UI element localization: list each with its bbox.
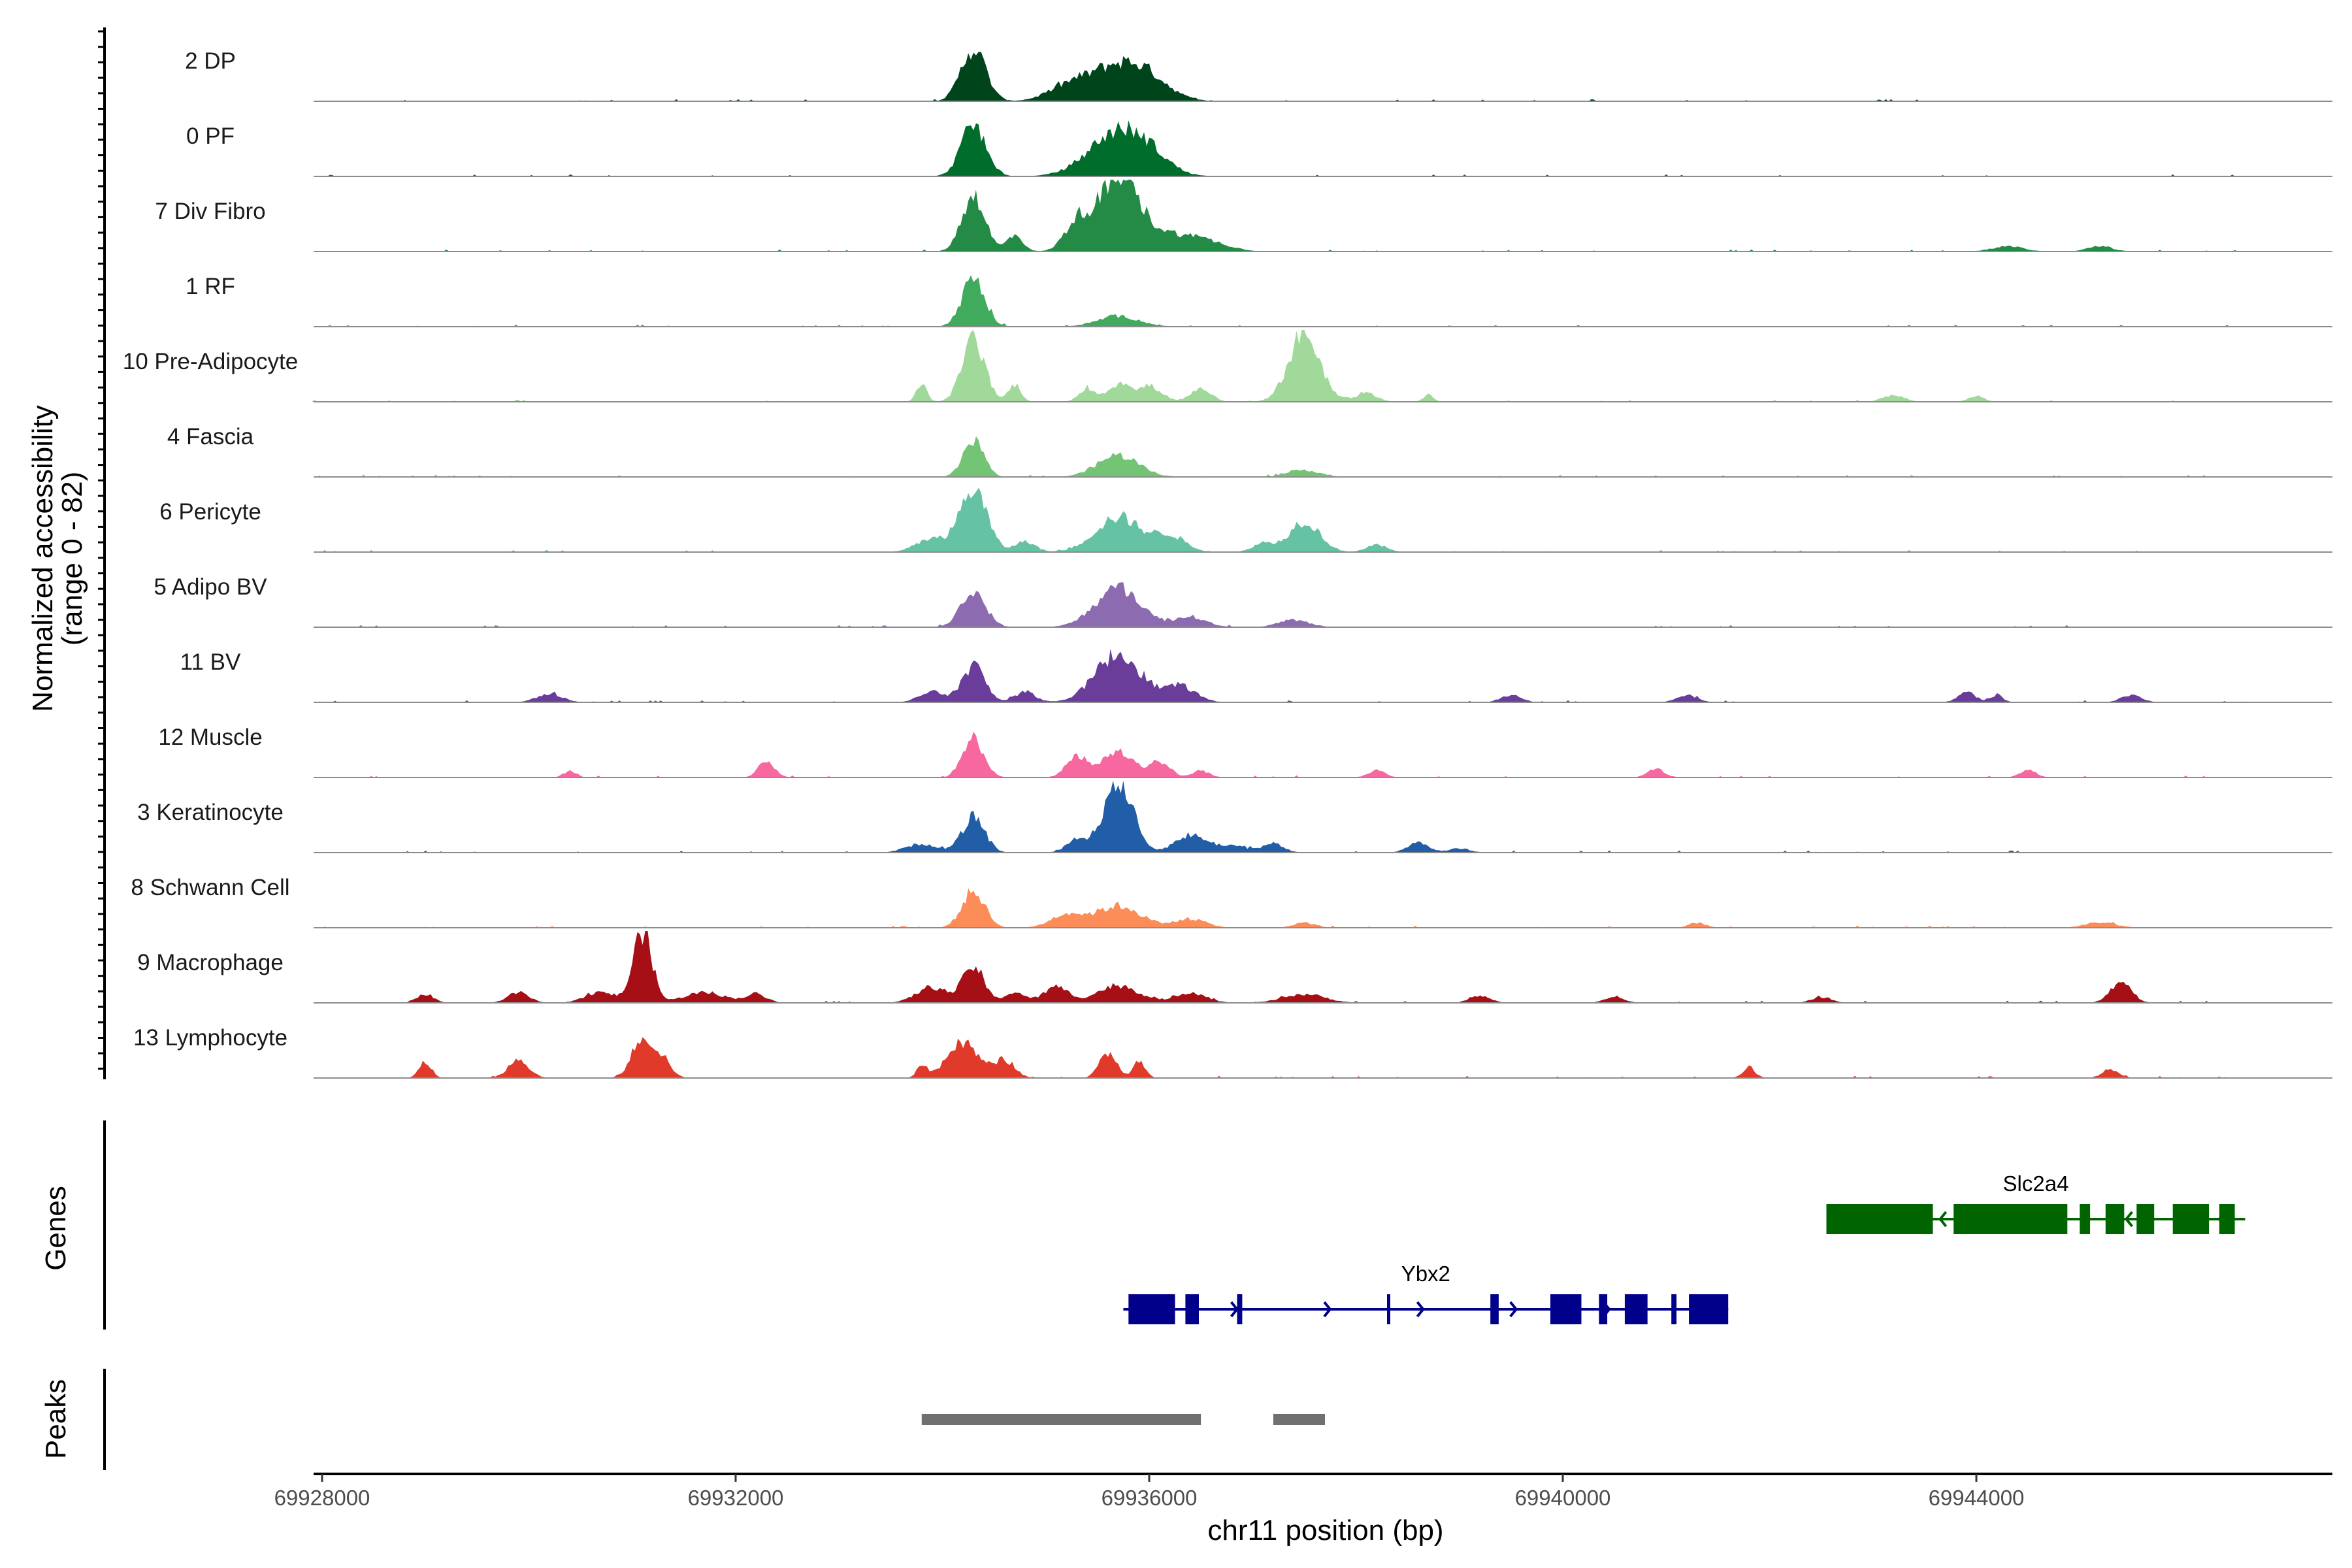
track-label: 9 Macrophage	[137, 950, 284, 975]
coverage-track: 6 Pericyte	[159, 487, 2332, 553]
x-tick-label: 69932000	[688, 1486, 784, 1510]
gene-exon	[1387, 1294, 1390, 1324]
coverage-track: 1 RF	[186, 274, 2332, 327]
gene-exon	[1550, 1294, 1582, 1324]
gene-exon	[2080, 1204, 2091, 1234]
coverage-area	[312, 275, 2246, 327]
gene-exon	[1826, 1204, 1933, 1234]
coverage-track: 3 Keratinocyte	[137, 781, 2332, 853]
gene-exon	[1599, 1294, 1608, 1324]
y-axis-title: Normalized accessibility (range 0 - 82)	[27, 405, 88, 711]
coverage-y-axis	[98, 27, 106, 1079]
coverage-area	[312, 120, 2246, 176]
gene-model: Ybx2	[1123, 1262, 1729, 1324]
strand-arrow	[1416, 1301, 1425, 1318]
coverage-track: 10 Pre-Adipocyte	[123, 330, 2332, 402]
strand-arrow	[1938, 1211, 1948, 1228]
coverage-track: 11 BV	[180, 649, 2332, 703]
peaks-panel-title: Peaks	[40, 1379, 72, 1459]
track-label: 11 BV	[180, 649, 241, 675]
gene-exon	[1671, 1294, 1677, 1324]
gene-exon	[1490, 1294, 1499, 1324]
y-axis-title-line2: (range 0 - 82)	[56, 472, 88, 646]
gene-model: Slc2a4	[1826, 1171, 2246, 1234]
gene-exon	[1128, 1294, 1175, 1324]
gene-exon	[1624, 1294, 1648, 1324]
track-label: 0 PF	[186, 123, 235, 149]
peaks-panel: Peaks	[40, 1369, 1325, 1470]
track-label: 13 Lymphocyte	[133, 1025, 287, 1051]
gene-exon	[2219, 1204, 2235, 1234]
coverage-track: 5 Adipo BV	[154, 574, 2332, 628]
gene-exon	[2136, 1204, 2155, 1234]
track-label: 3 Keratinocyte	[137, 800, 284, 825]
track-label: 1 RF	[186, 274, 235, 299]
x-tick-label: 69944000	[1929, 1486, 2025, 1510]
coverage-track: 7 Div Fibro	[155, 180, 2332, 252]
strand-arrow	[1509, 1301, 1518, 1318]
coverage-area	[312, 888, 2246, 928]
y-axis-title-line1: Normalized accessibility	[27, 405, 59, 711]
coverage-area	[312, 781, 2246, 853]
coverage-track: 2 DP	[185, 48, 2332, 102]
coverage-area	[312, 649, 2246, 702]
gene-exon	[2172, 1204, 2210, 1234]
x-axis: 69928000 69932000 69936000 69940000 69944000…	[274, 1473, 2332, 1546]
coverage-area	[312, 582, 2246, 627]
coverage-track: 13 Lymphocyte	[133, 1025, 2332, 1079]
track-label: 12 Muscle	[158, 725, 263, 750]
coverage-track: 12 Muscle	[158, 725, 2332, 778]
coverage-track: 8 Schwann Cell	[131, 875, 2332, 928]
gene-exon	[1237, 1294, 1243, 1324]
coverage-track: 0 PF	[186, 120, 2332, 177]
strand-arrow	[1323, 1301, 1332, 1318]
track-label: 5 Adipo BV	[154, 574, 267, 600]
peak-region-bar	[921, 1414, 1201, 1425]
gene-exon	[1185, 1294, 1199, 1324]
coverage-area	[312, 436, 2246, 477]
genes-panel: Genes Slc2a4 Ybx2	[40, 1120, 2246, 1330]
track-label: 4 Fascia	[167, 424, 254, 449]
gene-exon	[1689, 1294, 1729, 1324]
coverage-area	[312, 180, 2246, 252]
x-tick-label: 69928000	[274, 1486, 370, 1510]
coverage-area	[312, 731, 2246, 777]
track-label: 6 Pericyte	[159, 499, 261, 525]
gene-exon	[1953, 1204, 2068, 1234]
coverage-area	[312, 1037, 2246, 1078]
coverage-area	[312, 931, 2246, 1003]
strand-arrow	[2124, 1211, 2134, 1228]
x-axis-title: chr11 position (bp)	[1207, 1514, 1443, 1546]
gene-label: Ybx2	[1401, 1262, 1450, 1286]
track-label: 10 Pre-Adipocyte	[123, 349, 298, 374]
gene-label: Slc2a4	[2003, 1171, 2069, 1196]
coverage-area	[312, 330, 2246, 402]
x-tick-label: 69940000	[1515, 1486, 1611, 1510]
genes-panel-title: Genes	[40, 1186, 72, 1271]
track-label: 7 Div Fibro	[155, 199, 265, 224]
x-tick-label: 69936000	[1102, 1486, 1198, 1510]
peak-region-bar	[1273, 1414, 1325, 1425]
coverage-track: 9 Macrophage	[137, 931, 2332, 1004]
track-label: 2 DP	[185, 48, 236, 74]
track-label: 8 Schwann Cell	[131, 875, 289, 900]
coverage-track: 4 Fascia	[167, 424, 2332, 478]
coverage-area	[312, 52, 2246, 101]
coverage-tracks: 2 DP 0 PF 7 Div Fibro 1 RF 10 Pre-Adipocyte 4…	[123, 48, 2332, 1079]
gene-exon	[2105, 1204, 2125, 1234]
coverage-area	[312, 487, 2246, 552]
